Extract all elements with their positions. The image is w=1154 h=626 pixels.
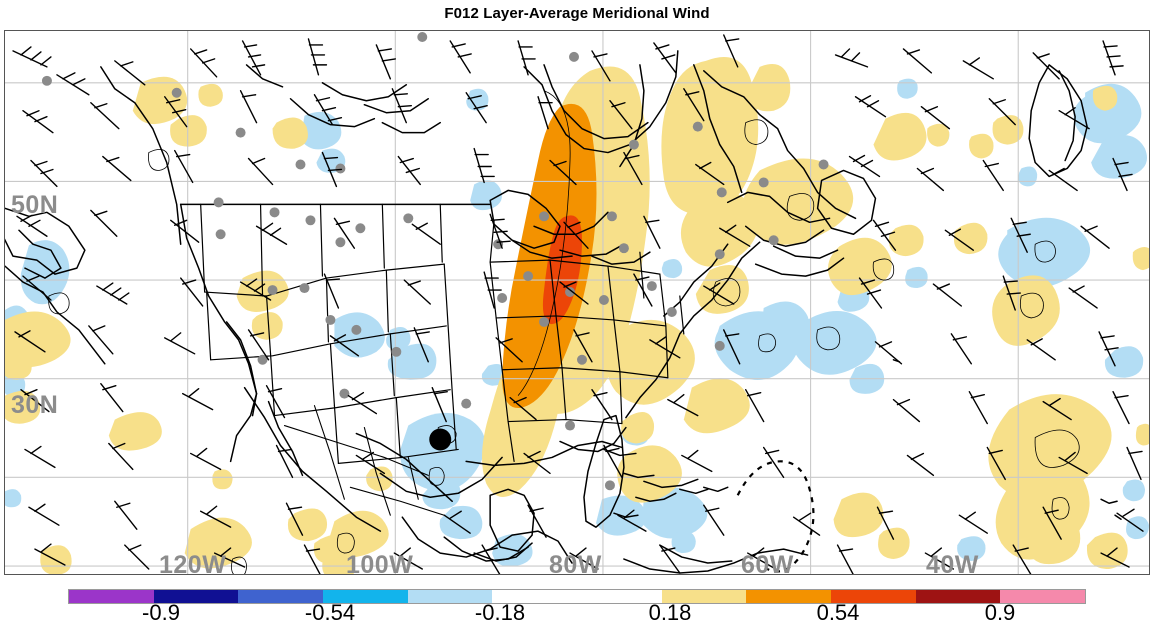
colorbar-segment-10[interactable]: [915, 590, 1001, 603]
map-canvas: [5, 31, 1149, 574]
highlight-marker: [429, 428, 452, 451]
colorbar-segment-5[interactable]: [492, 590, 578, 603]
colorbar-tick-1: -0.54: [304, 600, 356, 625]
colorbar-tick-labels: -0.9 -0.54 -0.18 0.18 0.54 0.9: [0, 600, 1154, 625]
map-gridlines: [5, 31, 1149, 574]
colorbar-segment-2[interactable]: [238, 590, 324, 603]
colorbar-segment-3[interactable]: [323, 590, 408, 603]
colorbar-segment-8[interactable]: [746, 590, 832, 603]
colorbar-segment-4[interactable]: [407, 590, 493, 603]
shaded-anomaly-field: [5, 56, 1149, 574]
colorbar-segment-0[interactable]: [69, 590, 154, 603]
colorbar-tick-4: 0.54: [816, 600, 860, 625]
colorbar-tick-3: 0.18: [648, 600, 692, 625]
colorbar-segment-6[interactable]: [577, 590, 662, 603]
colorbar-segment-1[interactable]: [153, 590, 239, 603]
figure-title: F012 Layer-Average Meridional Wind: [444, 4, 710, 22]
map-panel: 50N 30N 120W 100W 80W 60W 40W: [4, 30, 1150, 575]
coastlines-and-borders: [5, 50, 1122, 574]
colorbar-segment-9[interactable]: [831, 590, 916, 603]
station-markers: [41, 31, 829, 491]
colorbar-tick-0: -0.9: [142, 600, 180, 625]
wind-barbs: [12, 34, 1144, 574]
colorbar-segment-7[interactable]: [661, 590, 747, 603]
colorbar-tick-2: -0.18: [474, 600, 526, 625]
anomaly-contours: [48, 90, 1080, 574]
colorbar-segment-11[interactable]: [1000, 590, 1086, 603]
colorbar[interactable]: [68, 589, 1086, 604]
colorbar-tick-5: 0.9: [984, 600, 1016, 625]
